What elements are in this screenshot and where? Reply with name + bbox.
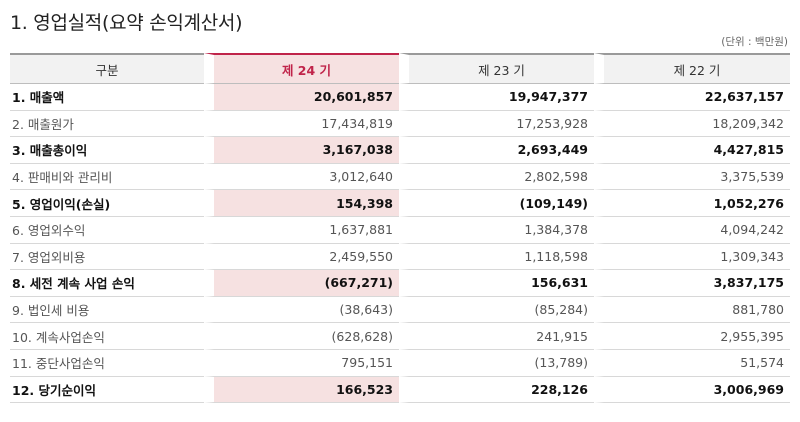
- value-period-22: 3,837,175: [594, 270, 790, 297]
- value-period-23: 17,253,928: [399, 110, 594, 138]
- value-period-23: 228,126: [399, 376, 594, 404]
- value-period-24: 3,167,038: [204, 137, 399, 164]
- value-period-23: (85,284): [399, 296, 594, 324]
- value-period-22: 3,375,539: [594, 163, 790, 191]
- row-label: 5. 영업이익(손실): [10, 190, 204, 217]
- value-period-24: 166,523: [204, 376, 399, 404]
- value-period-24: 20,601,857: [204, 84, 399, 111]
- row-label: 4. 판매비와 관리비: [10, 164, 204, 191]
- value-period-23: 241,915: [399, 323, 594, 350]
- table-row: 7. 영업외비용 2,459,550 1,118,598 1,309,343: [10, 243, 790, 271]
- value-period-22: 22,637,157: [594, 84, 790, 111]
- value-period-22: 1,309,343: [594, 243, 790, 271]
- table-header-row: 구분 제 24 기 제 23 기 제 22 기: [10, 53, 790, 84]
- value-period-22: 51,574: [594, 349, 790, 377]
- table-row: 8. 세전 계속 사업 손익 (667,271) 156,631 3,837,1…: [10, 270, 790, 297]
- value-period-24: (667,271): [204, 270, 399, 297]
- row-label: 7. 영업외비용: [10, 244, 204, 271]
- value-period-22: 4,427,815: [594, 137, 790, 164]
- value-period-22: 881,780: [594, 296, 790, 324]
- value-period-23: 1,118,598: [399, 243, 594, 271]
- table-row: 5. 영업이익(손실) 154,398 (109,149) 1,052,276: [10, 190, 790, 217]
- value-period-24: (628,628): [204, 323, 399, 350]
- table-row: 9. 법인세 비용 (38,643) (85,284) 881,780: [10, 296, 790, 324]
- value-period-23: 2,802,598: [399, 163, 594, 191]
- value-period-24: 795,151: [204, 349, 399, 377]
- column-header-category: 구분: [10, 53, 204, 84]
- value-period-24: 1,637,881: [204, 216, 399, 244]
- value-period-24: (38,643): [204, 296, 399, 324]
- table-row: 10. 계속사업손익 (628,628) 241,915 2,955,395: [10, 323, 790, 350]
- row-label: 1. 매출액: [10, 84, 204, 111]
- value-period-23: (13,789): [399, 349, 594, 377]
- row-label: 3. 매출총이익: [10, 137, 204, 164]
- value-period-23: 1,384,378: [399, 216, 594, 244]
- value-period-22: 1,052,276: [594, 190, 790, 217]
- row-label: 2. 매출원가: [10, 111, 204, 138]
- page-title: 1. 영업실적(요약 손익계산서): [10, 12, 243, 34]
- row-label: 11. 중단사업손익: [10, 350, 204, 377]
- table-row: 1. 매출액 20,601,857 19,947,377 22,637,157: [10, 84, 790, 111]
- value-period-23: 156,631: [399, 270, 594, 297]
- value-period-24: 17,434,819: [204, 110, 399, 138]
- table-row: 6. 영업외수익 1,637,881 1,384,378 4,094,242: [10, 216, 790, 244]
- value-period-22: 2,955,395: [594, 323, 790, 350]
- column-header-period-24: 제 24 기: [204, 53, 399, 84]
- value-period-24: 154,398: [204, 190, 399, 217]
- value-period-23: 2,693,449: [399, 137, 594, 164]
- income-statement-table: 구분 제 24 기 제 23 기 제 22 기 1. 매출액 20,601,85…: [10, 53, 790, 404]
- column-header-period-23: 제 23 기: [399, 53, 594, 84]
- row-label: 9. 법인세 비용: [10, 297, 204, 324]
- table-row: 2. 매출원가 17,434,819 17,253,928 18,209,342: [10, 110, 790, 138]
- value-period-22: 18,209,342: [594, 110, 790, 138]
- row-label: 10. 계속사업손익: [10, 323, 204, 350]
- value-period-22: 4,094,242: [594, 216, 790, 244]
- row-label: 8. 세전 계속 사업 손익: [10, 270, 204, 297]
- value-period-23: (109,149): [399, 190, 594, 217]
- table-row: 11. 중단사업손익 795,151 (13,789) 51,574: [10, 349, 790, 377]
- value-period-22: 3,006,969: [594, 376, 790, 404]
- unit-label: (단위 : 백만원): [721, 36, 788, 48]
- table-row: 4. 판매비와 관리비 3,012,640 2,802,598 3,375,53…: [10, 163, 790, 191]
- value-period-24: 3,012,640: [204, 163, 399, 191]
- table-row: 12. 당기순이익 166,523 228,126 3,006,969: [10, 376, 790, 404]
- row-label: 6. 영업외수익: [10, 217, 204, 244]
- value-period-24: 2,459,550: [204, 243, 399, 271]
- row-label: 12. 당기순이익: [10, 377, 204, 404]
- table-row: 3. 매출총이익 3,167,038 2,693,449 4,427,815: [10, 137, 790, 164]
- column-header-period-22: 제 22 기: [594, 53, 790, 84]
- value-period-23: 19,947,377: [399, 84, 594, 111]
